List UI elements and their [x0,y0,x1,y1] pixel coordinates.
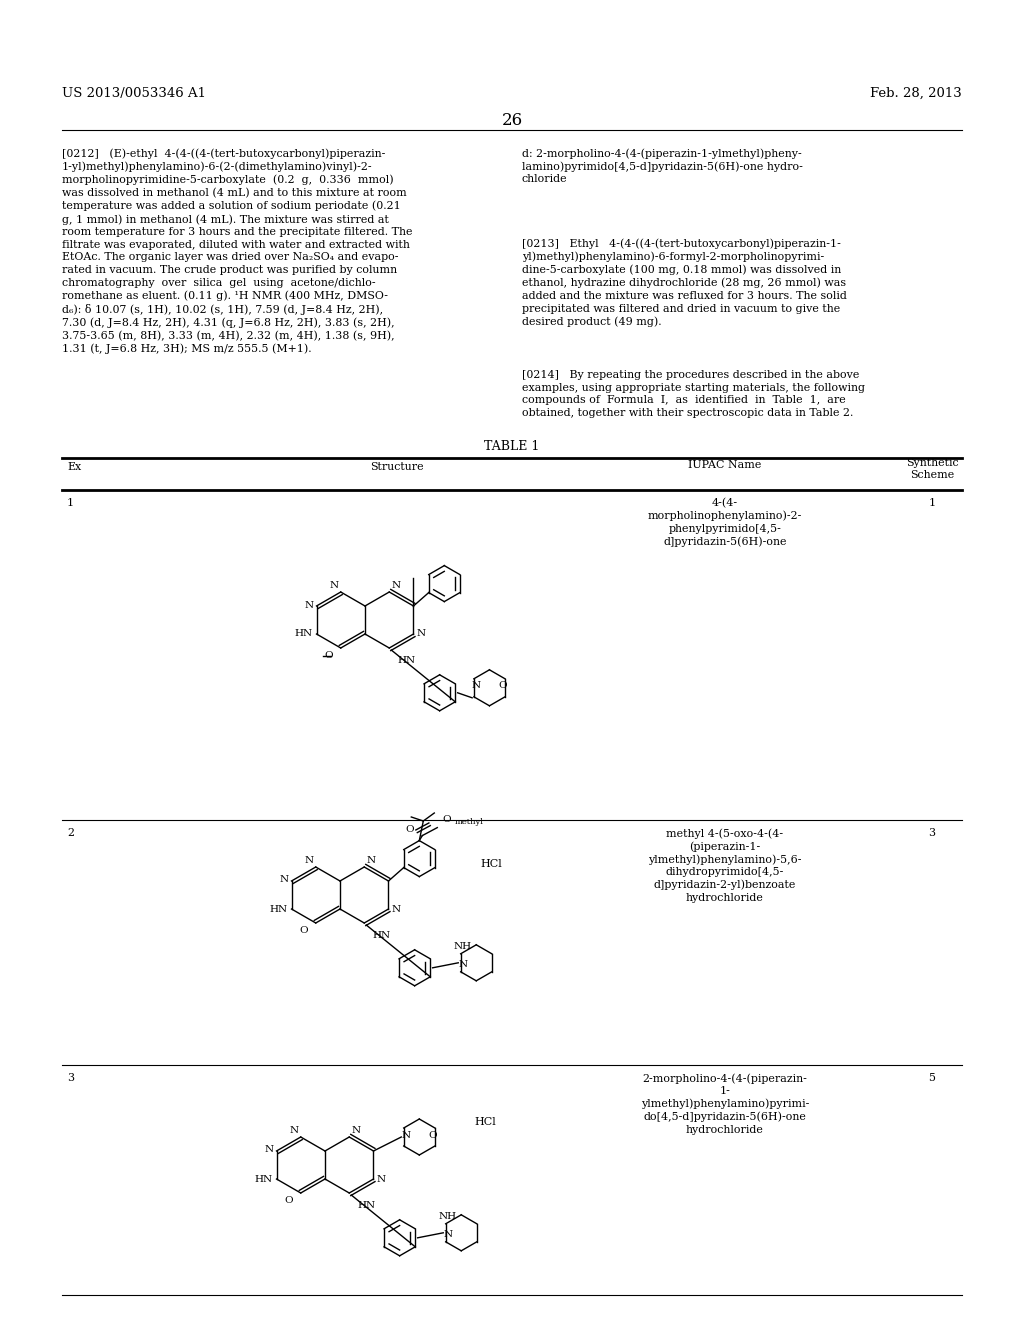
Text: N: N [401,1130,411,1139]
Text: N: N [264,1146,273,1155]
Text: 1: 1 [67,498,74,508]
Text: HN: HN [357,1201,376,1210]
Text: N: N [471,681,480,690]
Text: N: N [304,855,313,865]
Text: NH: NH [438,1212,457,1221]
Text: 3: 3 [67,1073,74,1082]
Text: N: N [330,581,339,590]
Text: O: O [284,1196,293,1205]
Text: 2-morpholino-4-(4-(piperazin-
1-
ylmethyl)phenylamino)pyrimi-
do[4,5-d]pyridazin: 2-morpholino-4-(4-(piperazin- 1- ylmethy… [641,1073,809,1135]
Text: US 2013/0053346 A1: US 2013/0053346 A1 [62,87,206,100]
Text: N: N [280,875,289,884]
Text: Structure: Structure [371,462,424,473]
Text: O: O [299,927,308,935]
Text: Feb. 28, 2013: Feb. 28, 2013 [870,87,962,100]
Text: N: N [417,630,426,639]
Text: HN: HN [373,931,390,940]
Text: HN: HN [397,656,416,665]
Text: TABLE 1: TABLE 1 [484,440,540,453]
Text: Ex: Ex [67,462,81,473]
Text: N: N [377,1175,386,1184]
Text: O: O [428,1130,437,1139]
Text: HN: HN [269,904,288,913]
Text: N: N [458,961,467,969]
Text: [0213]   Ethyl   4-(4-((4-(tert-butoxycarbonyl)piperazin-1-
yl)methyl)phenylamin: [0213] Ethyl 4-(4-((4-(tert-butoxycarbon… [522,238,847,327]
Text: 2: 2 [67,828,74,838]
Text: Scheme: Scheme [910,470,954,480]
Text: N: N [367,855,376,865]
Text: N: N [391,904,400,913]
Text: N: N [391,581,400,590]
Text: N: N [443,1230,453,1239]
Text: 4-(4-
morpholinophenylamino)-2-
phenylpyrimido[4,5-
d]pyridazin-5(6H)-one: 4-(4- morpholinophenylamino)-2- phenylpy… [648,498,802,546]
Text: [0212]   (E)-ethyl  4-(4-((4-(tert-butoxycarbonyl)piperazin-
1-yl)methyl)phenyla: [0212] (E)-ethyl 4-(4-((4-(tert-butoxyca… [62,148,413,354]
Text: O: O [442,814,451,824]
Text: IUPAC Name: IUPAC Name [688,459,762,470]
Text: methyl 4-(5-oxo-4-(4-
(piperazin-1-
ylmethyl)phenylamino)-5,6-
dihydropyrimido[4: methyl 4-(5-oxo-4-(4- (piperazin-1- ylme… [648,828,802,903]
Text: [0214]   By repeating the procedures described in the above
examples, using appr: [0214] By repeating the procedures descr… [522,370,865,417]
Text: N: N [304,601,313,610]
Text: O: O [325,651,333,660]
Text: NH: NH [454,942,472,952]
Text: methyl: methyl [455,817,483,825]
Text: d: 2-morpholino-4-(4-(piperazin-1-ylmethyl)pheny-
lamino)pyrimido[4,5-d]pyridazi: d: 2-morpholino-4-(4-(piperazin-1-ylmeth… [522,148,803,185]
Text: 26: 26 [502,112,522,129]
Text: O: O [499,681,507,690]
Text: O: O [406,825,415,834]
Text: N: N [351,1126,360,1135]
Text: HN: HN [294,630,312,639]
Text: HN: HN [254,1175,272,1184]
Text: 1: 1 [929,498,936,508]
Text: HCl: HCl [474,1117,496,1127]
Text: 3: 3 [929,828,936,838]
Text: HCl: HCl [481,858,503,869]
Text: N: N [290,1126,299,1135]
Text: Synthetic: Synthetic [905,458,958,469]
Text: 5: 5 [929,1073,936,1082]
